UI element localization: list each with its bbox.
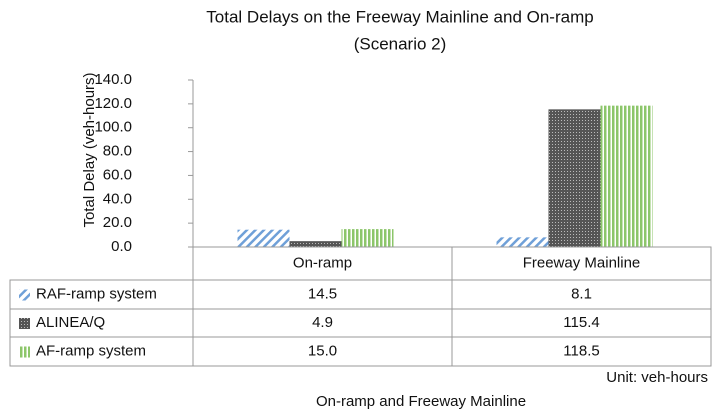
legend-swatch	[19, 318, 30, 329]
bar	[341, 229, 394, 247]
y-tick-label: 120.0	[94, 95, 132, 112]
table-value: 8.1	[571, 285, 592, 302]
legend-label: ALINEA/Q	[36, 314, 105, 331]
chart-title: Total Delays on the Freeway Mainline and…	[206, 7, 593, 26]
legend-label: AF-ramp system	[36, 342, 146, 359]
bar	[548, 109, 601, 247]
bar	[600, 105, 653, 248]
x-tick-label: On-ramp	[293, 254, 352, 271]
y-tick-label: 140.0	[94, 71, 132, 88]
y-tick-label: 60.0	[103, 166, 132, 183]
x-tick-label: Freeway Mainline	[523, 254, 641, 271]
y-tick-label: 40.0	[103, 190, 132, 207]
table-value: 15.0	[308, 342, 337, 359]
bar	[496, 237, 549, 247]
chart-subtitle: (Scenario 2)	[354, 34, 447, 53]
y-tick-label: 20.0	[103, 214, 132, 231]
y-tick-label: 0.0	[111, 238, 132, 255]
y-tick-label: 80.0	[103, 143, 132, 160]
bar	[289, 241, 342, 247]
table-value: 115.4	[563, 314, 599, 331]
y-tick-label: 100.0	[94, 119, 132, 136]
bar	[237, 229, 290, 247]
table-value: 4.9	[312, 314, 333, 331]
legend-swatch	[19, 289, 30, 301]
legend-swatch	[19, 346, 30, 358]
x-axis-title: On-ramp and Freeway Mainline	[316, 393, 526, 410]
table-cell	[451, 336, 712, 367]
table-value: 14.5	[308, 285, 337, 302]
table-value: 118.5	[563, 342, 599, 359]
legend-label: RAF-ramp system	[36, 285, 157, 302]
y-axis-title: Total Delay (veh-hours)	[81, 72, 98, 227]
unit-note: Unit: veh-hours	[606, 369, 708, 386]
